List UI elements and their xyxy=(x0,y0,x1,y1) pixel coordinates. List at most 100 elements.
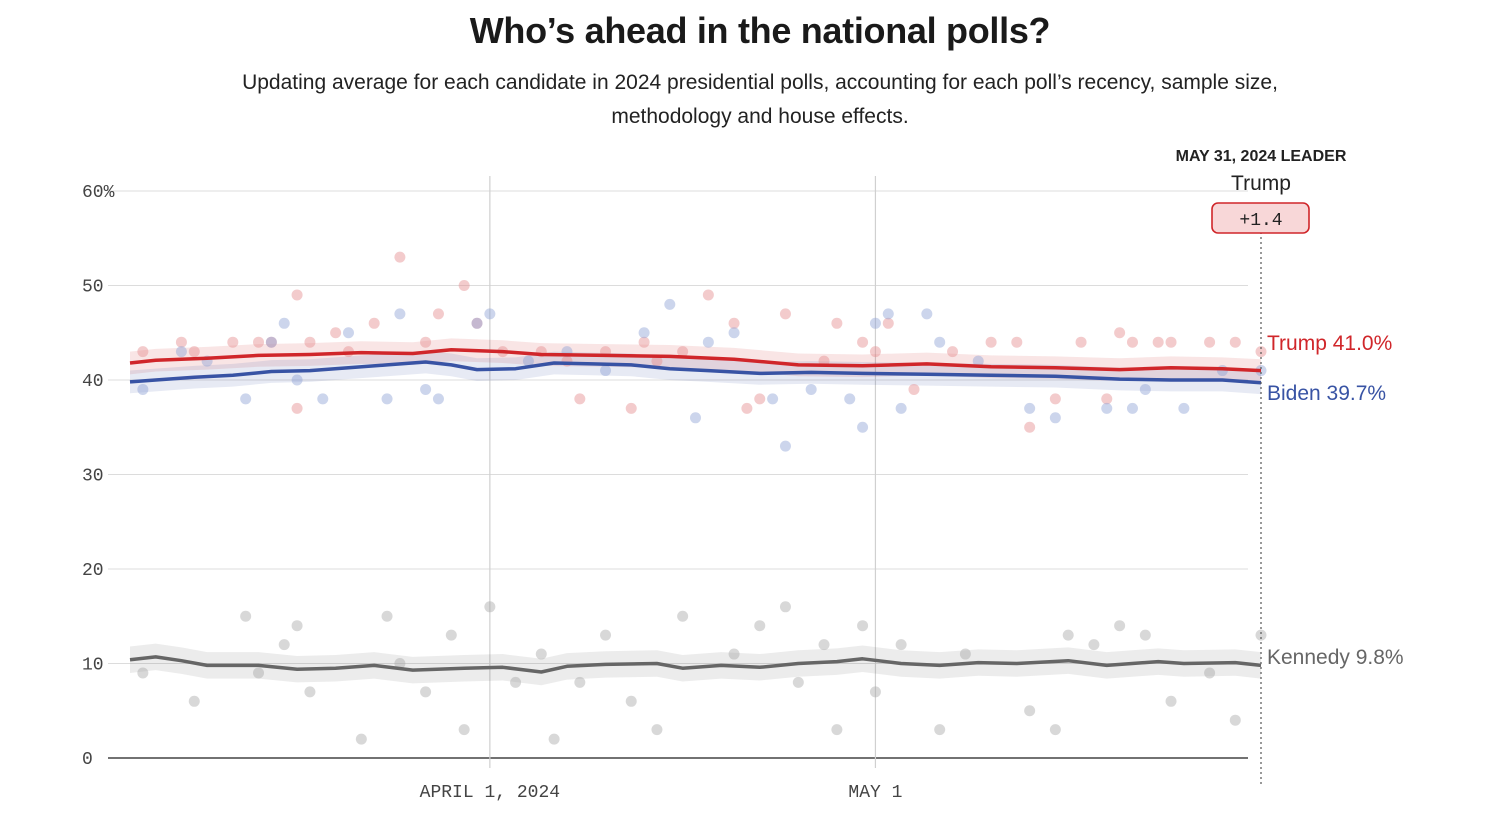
band-kennedy xyxy=(130,643,1261,686)
poll-dot-kennedy xyxy=(959,648,971,660)
y-tick-label: 50 xyxy=(82,278,104,298)
poll-dot-kennedy xyxy=(1062,629,1074,641)
poll-dot-biden xyxy=(921,308,933,320)
poll-dots xyxy=(137,251,1267,745)
uncertainty-bands xyxy=(130,338,1261,686)
poll-dot-trump xyxy=(1049,393,1061,405)
poll-dot-trump xyxy=(137,346,149,358)
poll-dot-trump xyxy=(1114,327,1126,339)
poll-dot-trump xyxy=(304,336,316,348)
y-tick-label: 0 xyxy=(82,750,93,770)
leader-margin: +1.4 xyxy=(1239,211,1282,231)
chart-subtitle: Updating average for each candidate in 2… xyxy=(242,71,1278,128)
poll-dot-biden xyxy=(690,412,701,424)
poll-dot-kennedy xyxy=(510,676,522,688)
poll-dot-biden xyxy=(882,308,894,320)
average-line-trump xyxy=(129,348,1262,373)
poll-dot-trump xyxy=(741,402,753,414)
poll-dot-biden xyxy=(420,383,432,395)
poll-dot-kennedy xyxy=(291,620,303,632)
poll-dot-biden xyxy=(484,308,496,320)
poll-dot-trump xyxy=(1126,336,1138,348)
y-tick-label: 30 xyxy=(82,467,104,487)
poll-dot-trump xyxy=(1024,421,1036,433)
series-end-labels: Trump 41.0% Biden 39.7% Kennedy 9.8% xyxy=(1267,332,1404,669)
poll-dot-kennedy xyxy=(1088,639,1100,651)
poll-dot-trump xyxy=(728,317,740,329)
poll-dot-trump xyxy=(1229,336,1241,348)
poll-dot-kennedy xyxy=(137,667,149,679)
poll-dot-trump xyxy=(368,317,380,329)
poll-dot-trump xyxy=(330,327,342,339)
end-label-trump: Trump 41.0% xyxy=(1267,332,1392,355)
poll-dot-trump xyxy=(1152,336,1164,348)
poll-dot-trump xyxy=(394,251,406,263)
poll-dot-trump xyxy=(1075,336,1087,348)
poll-dot-biden xyxy=(600,365,612,377)
leader-margin-badge xyxy=(1211,202,1310,234)
poll-dot-trump xyxy=(432,308,444,320)
poll-dot-kennedy xyxy=(1165,695,1177,707)
poll-dot-kennedy xyxy=(779,601,791,613)
poll-dot-biden xyxy=(471,317,483,329)
poll-dot-biden xyxy=(1024,402,1036,414)
poll-dot-kennedy xyxy=(394,658,406,669)
poll-dot-biden xyxy=(844,393,856,405)
poll-dot-trump xyxy=(1101,393,1113,405)
grid: 0 10 20 30 40 50 60% APRIL 1, 2024 MAY 1 xyxy=(82,176,1248,803)
poll-dot-trump xyxy=(908,383,920,395)
poll-dot-biden xyxy=(934,336,946,348)
poll-dot-biden xyxy=(805,383,817,395)
poll-dot-trump xyxy=(702,289,714,301)
x-tick-label: APRIL 1, 2024 xyxy=(420,783,560,803)
poll-dot-kennedy xyxy=(651,724,663,736)
y-tick-label: 40 xyxy=(82,372,104,392)
poll-dot-biden xyxy=(432,393,444,405)
poll-dot-trump xyxy=(188,346,200,358)
poll-dot-kennedy xyxy=(754,620,766,632)
leader-callout: MAY 31, 2024 LEADER Trump +1.4 xyxy=(1176,148,1347,785)
poll-dot-trump xyxy=(779,308,791,320)
poll-dot-kennedy xyxy=(600,629,612,641)
poll-dot-kennedy xyxy=(818,639,830,651)
poll-dot-kennedy xyxy=(574,676,586,688)
poll-dot-trump xyxy=(947,346,959,358)
poll-dot-kennedy xyxy=(1049,724,1061,736)
poll-dot-trump xyxy=(1255,346,1267,358)
poll-dot-kennedy xyxy=(792,676,804,688)
poll-dot-kennedy xyxy=(458,724,470,736)
poll-dot-biden xyxy=(779,440,791,452)
end-label-kennedy: Kennedy 9.8% xyxy=(1267,646,1404,669)
poll-dot-kennedy xyxy=(869,686,881,698)
poll-dot-trump xyxy=(420,336,432,348)
end-label-biden: Biden 39.7% xyxy=(1267,382,1386,405)
poll-dot-trump xyxy=(458,280,470,291)
poll-dot-trump xyxy=(227,336,239,348)
poll-dot-kennedy xyxy=(895,639,907,651)
poll-dot-biden xyxy=(342,327,354,339)
poll-dot-biden xyxy=(137,383,149,395)
poll-dot-trump xyxy=(831,317,843,329)
poll-dot-trump xyxy=(625,402,637,414)
poll-dot-kennedy xyxy=(304,686,316,698)
poll-dot-trump xyxy=(869,346,881,358)
poll-dot-kennedy xyxy=(253,667,265,679)
poll-dot-biden xyxy=(1178,402,1190,414)
poll-dot-trump xyxy=(638,336,650,348)
poll-dot-kennedy xyxy=(934,724,946,736)
poll-dot-kennedy xyxy=(625,695,637,707)
poll-dot-biden xyxy=(1101,402,1113,414)
poll-dot-biden xyxy=(291,374,303,386)
x-tick-label: MAY 1 xyxy=(848,783,902,803)
poll-dot-kennedy xyxy=(1024,705,1036,717)
poll-dot-kennedy xyxy=(548,733,560,745)
poll-dot-trump xyxy=(265,336,277,348)
poll-dot-biden xyxy=(664,298,676,310)
poll-dot-biden xyxy=(1126,402,1138,414)
poll-dot-biden xyxy=(175,346,187,358)
poll-dot-biden xyxy=(767,393,779,405)
y-tick-label: 10 xyxy=(82,656,104,676)
poll-dot-trump xyxy=(677,346,689,358)
chart-title: Who’s ahead in the national polls? xyxy=(469,10,1051,51)
